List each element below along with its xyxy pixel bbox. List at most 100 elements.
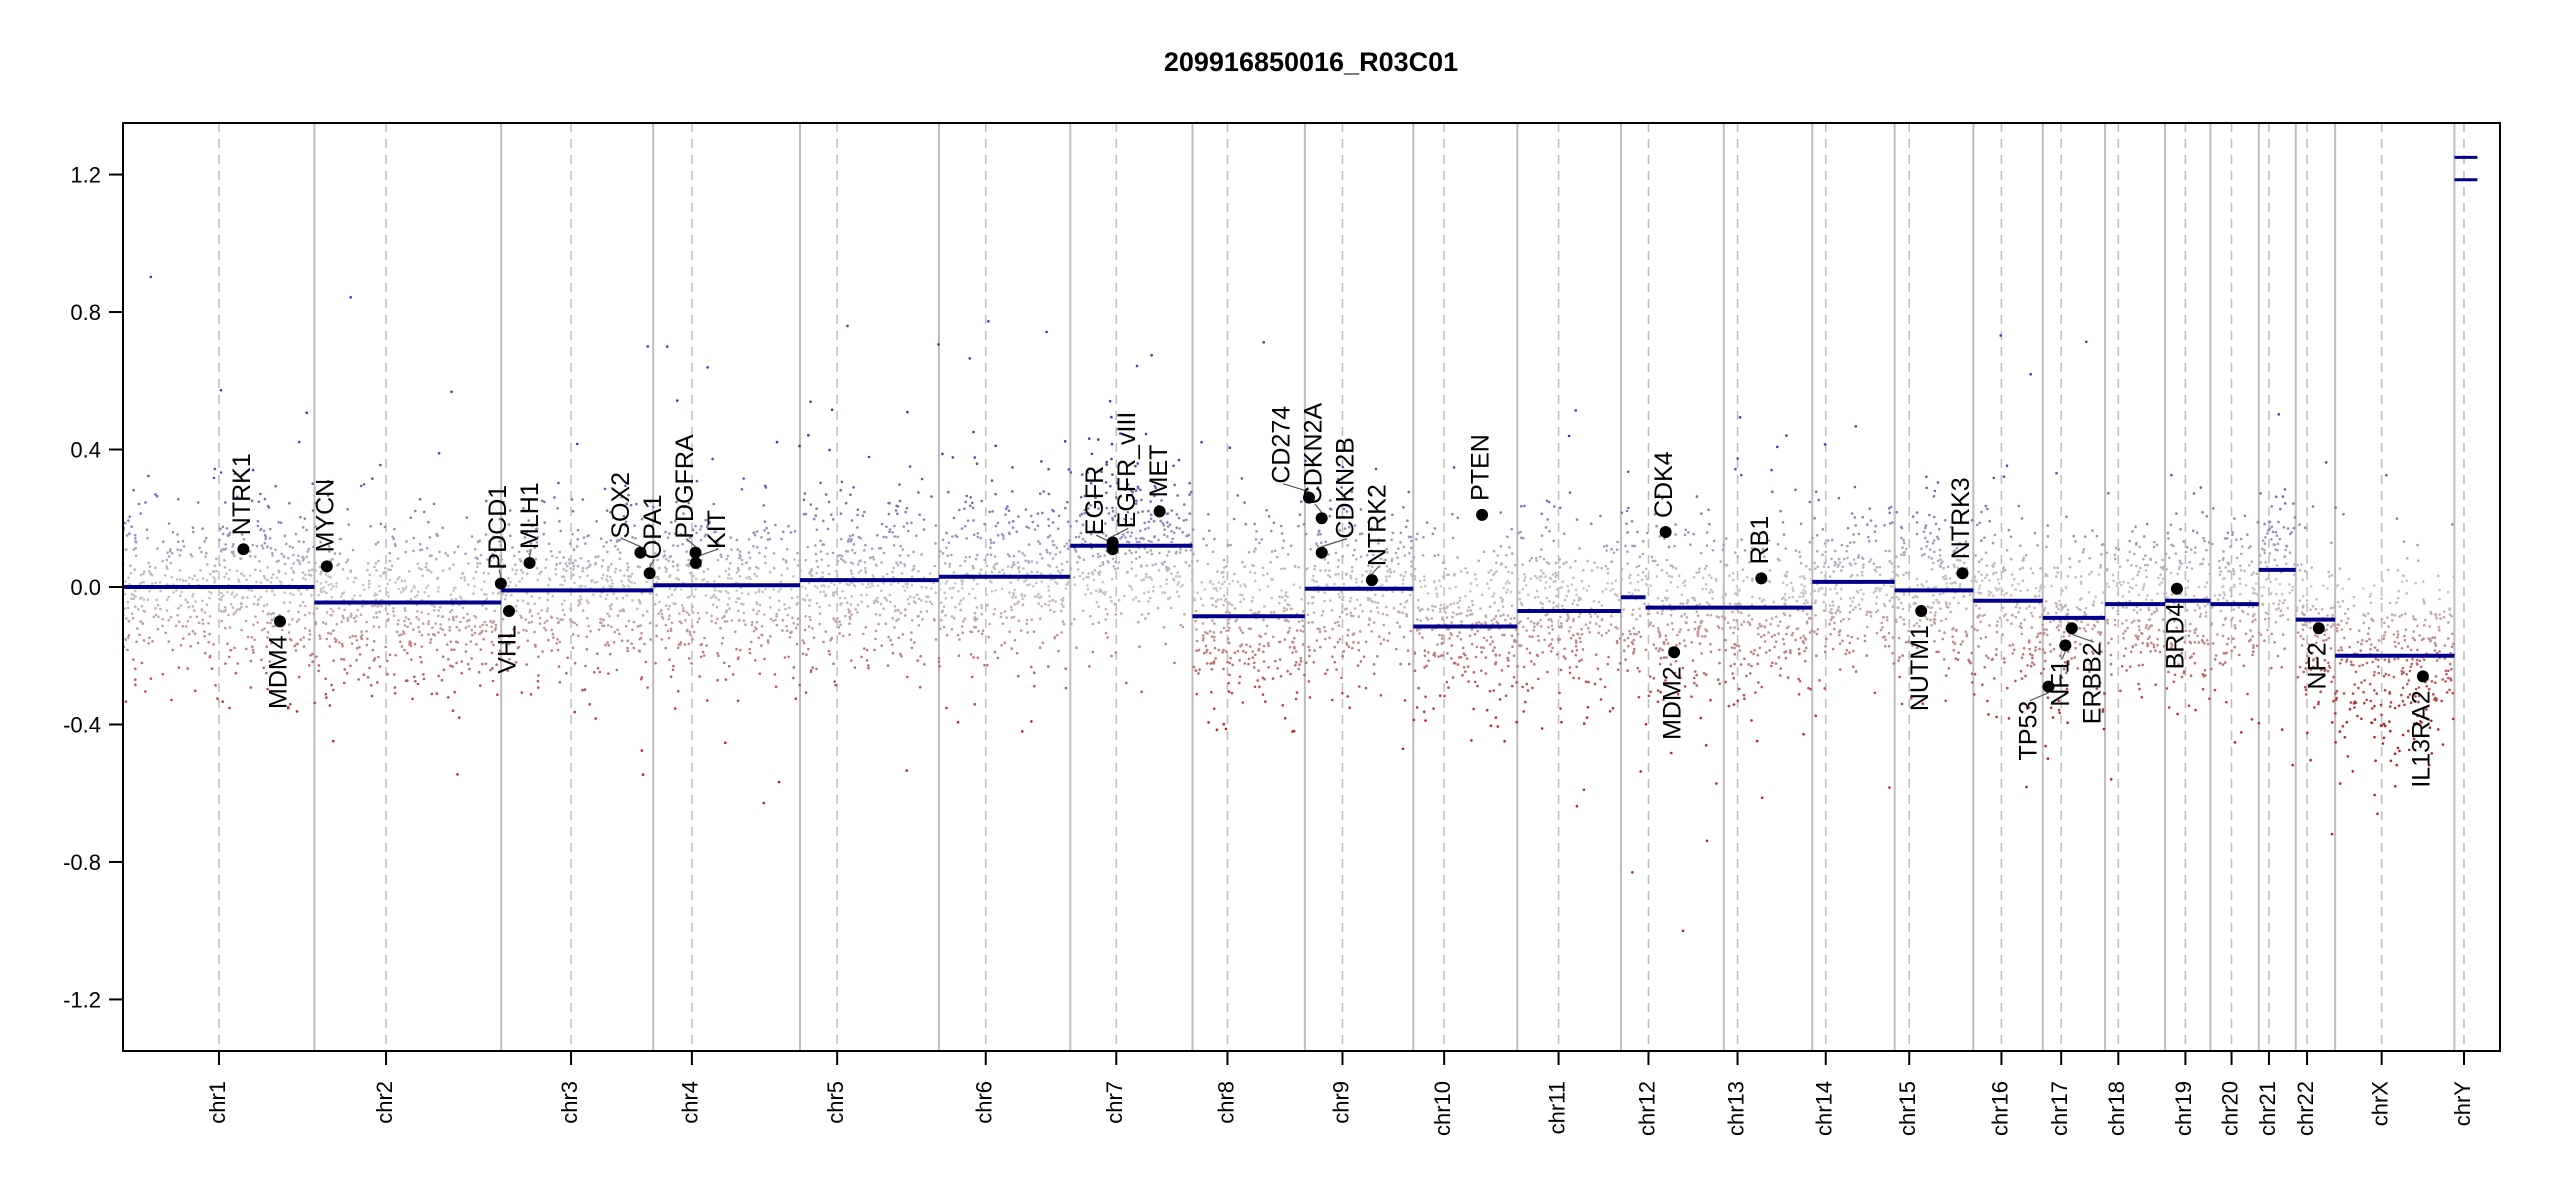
probe-point (1461, 673, 1464, 677)
probe-point (989, 553, 993, 556)
probe-point (234, 671, 238, 675)
probe-point (842, 634, 845, 638)
probe-point (506, 669, 510, 672)
probe-point (601, 559, 605, 562)
probe-point (1504, 565, 1508, 569)
probe-point (655, 581, 659, 584)
probe-point (265, 671, 268, 675)
probe-point (1721, 548, 1725, 552)
probe-point (1529, 620, 1533, 623)
probe-point (1026, 572, 1029, 576)
probe-point (1010, 608, 1014, 612)
probe-point (1383, 517, 1386, 521)
probe-point (1069, 567, 1073, 570)
probe-point (1397, 547, 1400, 550)
probe-point (1261, 693, 1265, 696)
probe-point (486, 558, 489, 561)
probe-point (1504, 618, 1507, 622)
probe-point (721, 636, 725, 640)
probe-point (609, 510, 612, 514)
probe-point (1737, 601, 1741, 605)
probe-point (1331, 627, 1334, 631)
probe-point (1017, 515, 1020, 518)
probe-point (1736, 457, 1739, 460)
probe-point (332, 629, 335, 632)
probe-point (366, 568, 369, 572)
probe-point (1257, 610, 1261, 614)
probe-point (368, 666, 371, 670)
probe-point (1548, 500, 1551, 504)
probe-point (611, 582, 614, 585)
probe-point (1865, 613, 1868, 616)
probe-point (130, 593, 134, 596)
probe-point (471, 633, 474, 637)
probe-point (521, 571, 525, 574)
probe-point (1580, 658, 1583, 662)
probe-point (1878, 565, 1882, 569)
probe-point (1791, 631, 1795, 635)
probe-point (1545, 596, 1549, 600)
probe-point (1313, 564, 1317, 568)
probe-point (1188, 564, 1191, 567)
probe-point (1870, 611, 1873, 614)
probe-point (1010, 616, 1014, 619)
probe-point (1450, 644, 1454, 647)
probe-point (1341, 595, 1345, 599)
probe-point (1087, 575, 1090, 579)
probe-point (961, 631, 964, 634)
probe-point (587, 559, 590, 563)
probe-point (1302, 624, 1305, 628)
probe-point (1552, 606, 1555, 610)
probe-point (245, 578, 248, 581)
probe-point (633, 524, 636, 527)
probe-point (1537, 677, 1540, 681)
probe-point (1386, 551, 1389, 554)
probe-point (676, 646, 680, 650)
probe-point (1410, 546, 1413, 550)
probe-point (1413, 577, 1417, 581)
probe-point (406, 679, 409, 682)
probe-point (485, 623, 489, 627)
probe-point (171, 552, 174, 555)
probe-point (210, 667, 214, 670)
probe-point (850, 519, 854, 522)
probe-point (990, 570, 994, 574)
probe-point (1252, 661, 1256, 665)
probe-point (143, 570, 146, 573)
probe-point (723, 661, 726, 665)
probe-point (835, 573, 839, 576)
probe-point (666, 629, 670, 633)
probe-point (1210, 635, 1214, 638)
probe-point (1366, 596, 1370, 600)
probe-point (810, 574, 814, 577)
probe-point (1106, 612, 1109, 616)
probe-point (212, 576, 215, 579)
probe-point (1101, 561, 1105, 564)
probe-point (228, 626, 232, 629)
probe-point (1760, 600, 1764, 603)
probe-point (1339, 590, 1343, 593)
probe-point (1661, 648, 1664, 652)
probe-point (510, 593, 513, 597)
probe-point (1006, 505, 1009, 508)
probe-point (1385, 579, 1388, 583)
probe-point (1575, 518, 1579, 521)
probe-point (918, 513, 921, 516)
probe-point (1289, 672, 1292, 676)
probe-point (1572, 633, 1575, 637)
probe-point (545, 619, 549, 623)
probe-point (123, 521, 127, 525)
probe-point (207, 622, 210, 625)
probe-point (573, 710, 576, 714)
probe-point (334, 640, 337, 643)
probe-point (487, 572, 490, 575)
probe-point (963, 507, 966, 511)
probe-point (1045, 330, 1048, 334)
probe-point (815, 528, 819, 532)
probe-point (547, 542, 551, 546)
probe-point (1577, 677, 1581, 680)
probe-point (1100, 589, 1103, 593)
probe-point (1578, 659, 1581, 663)
probe-point (1280, 589, 1283, 592)
probe-point (1211, 619, 1214, 622)
